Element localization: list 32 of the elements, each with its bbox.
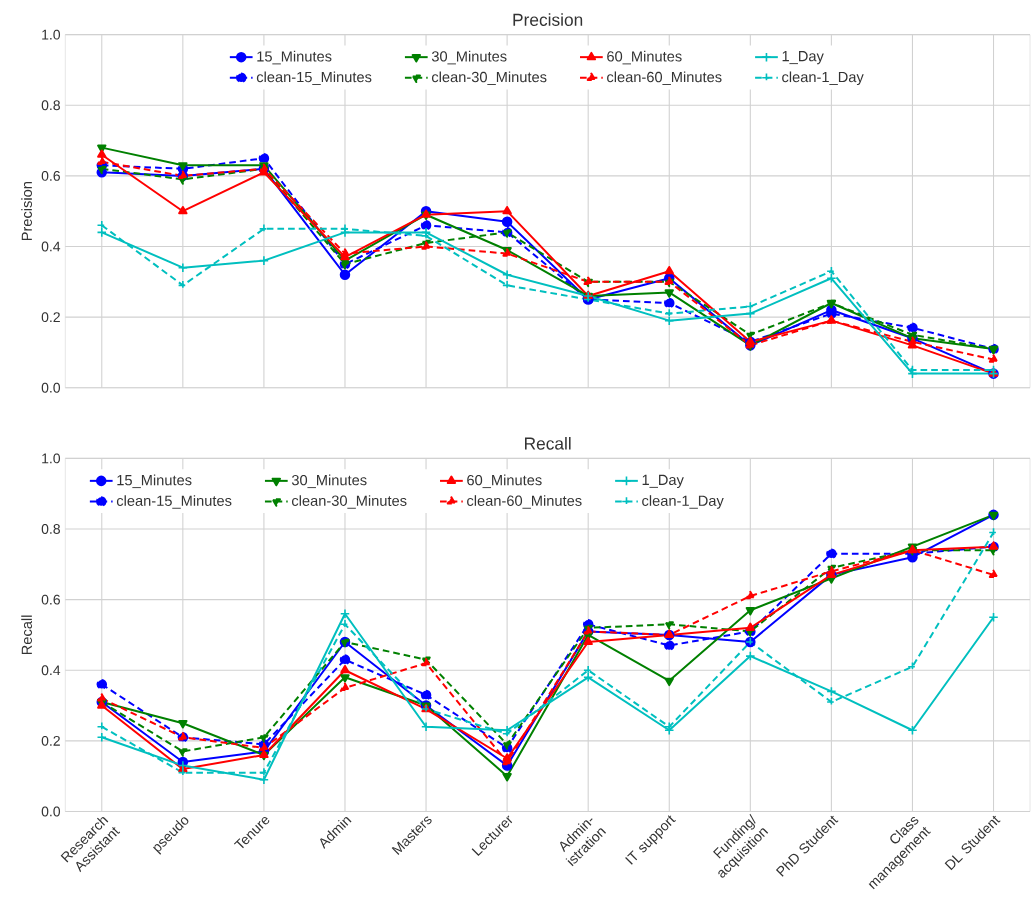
legend-label: 15_Minutes <box>257 50 332 65</box>
legend-label: clean-30_Minutes <box>431 71 547 85</box>
legend-label: clean-60_Minutes <box>467 494 582 509</box>
y-axis-title: Recall <box>21 615 32 654</box>
legend-label: clean-30_Minutes <box>291 494 407 509</box>
y-axis-title: Precision <box>21 181 32 240</box>
y-tick-label: 0.0 <box>41 382 61 393</box>
y-tick-label: 0.4 <box>41 665 61 675</box>
y-tick-label: 0.0 <box>41 806 61 817</box>
legend-label: clean-15_Minutes <box>116 494 232 509</box>
y-tick-label: 0.4 <box>41 241 61 252</box>
legend-label: clean-1_Day <box>642 494 724 509</box>
legend-label: 30_Minutes <box>291 474 367 488</box>
legend-label: clean-1_Day <box>782 71 864 85</box>
y-tick-label: 0.6 <box>41 170 60 181</box>
legend-label: clean-60_Minutes <box>607 71 722 85</box>
legend-label: 1_Day <box>642 474 684 488</box>
y-tick-label: 1.0 <box>42 29 61 40</box>
legend-label: 1_Day <box>782 50 824 65</box>
legend-label: 30_Minutes <box>431 50 507 65</box>
legend-label: clean-15_Minutes <box>256 71 372 85</box>
y-tick-label: 1.0 <box>42 453 61 464</box>
legend-label: 60_Minutes <box>607 50 682 65</box>
legend-label: 15_Minutes <box>117 474 192 488</box>
y-tick-label: 0.2 <box>41 312 60 322</box>
y-tick-label: 0.8 <box>41 100 60 111</box>
y-tick-label: 0.6 <box>41 594 60 605</box>
y-tick-label: 0.8 <box>41 523 60 534</box>
chart-title: Recall <box>525 436 571 450</box>
legend-label: 60_Minutes <box>467 474 542 488</box>
y-tick-label: 0.2 <box>41 735 60 746</box>
chart-title: Precision <box>513 13 583 26</box>
